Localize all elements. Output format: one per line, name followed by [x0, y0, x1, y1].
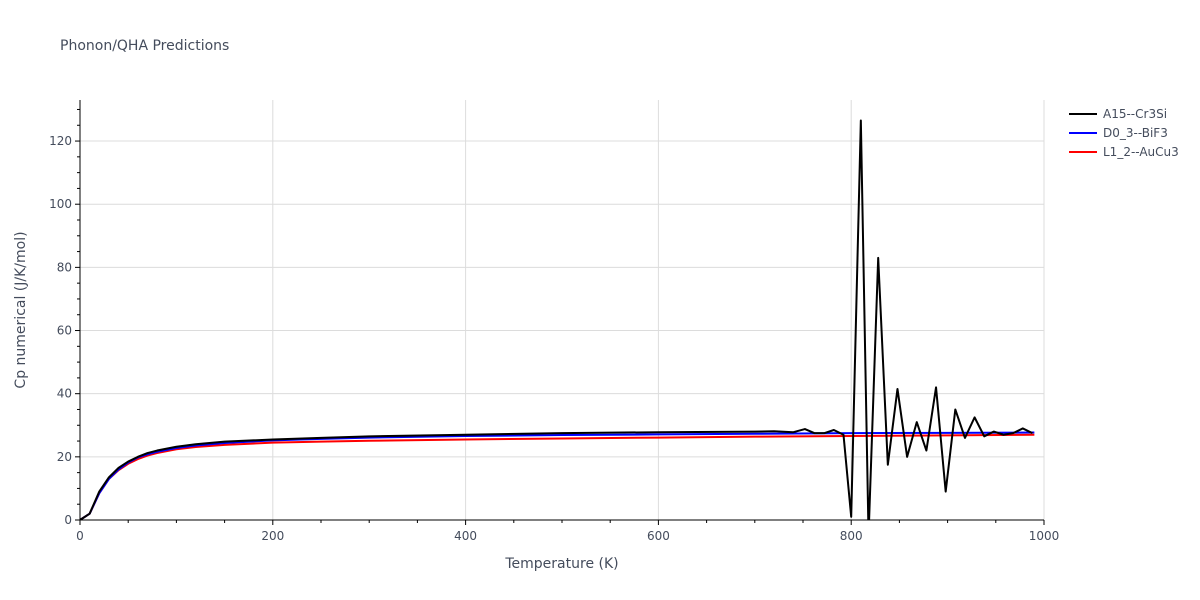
series-line [80, 433, 1035, 520]
y-tick-label: 20 [57, 450, 72, 464]
x-tick-label: 0 [76, 529, 84, 543]
tick-labels: 0 200 400 600 800 1000 0 20 40 60 80 100 120 [49, 134, 1059, 543]
x-axis-title: Temperature (K) [504, 556, 618, 572]
y-tick-label: 100 [49, 197, 72, 211]
axes [75, 100, 1045, 525]
chart-title: Phonon/QHA Predictions [60, 38, 229, 54]
x-tick-label: 800 [840, 529, 863, 543]
series-lines [80, 119, 1035, 520]
legend-label: A15--Cr3Si [1103, 107, 1167, 121]
legend-label: L1_2--AuCu3 [1103, 145, 1179, 159]
y-tick-label: 0 [64, 513, 72, 527]
y-tick-label: 40 [57, 387, 72, 401]
legend-label: D0_3--BiF3 [1103, 126, 1168, 140]
x-tick-label: 600 [647, 529, 670, 543]
series-line [80, 119, 1033, 520]
y-axis-title: Cp numerical (J/K/mol) [13, 231, 29, 388]
y-tick-label: 60 [57, 324, 72, 338]
y-tick-label: 120 [49, 134, 72, 148]
y-tick-label: 80 [57, 260, 72, 274]
x-tick-label: 200 [261, 529, 284, 543]
grid-lines [80, 100, 1045, 520]
legend: A15--Cr3Si D0_3--BiF3 L1_2--AuCu3 [1069, 107, 1179, 159]
series-line [80, 431, 1035, 520]
x-tick-label: 400 [454, 529, 477, 543]
x-tick-label: 1000 [1029, 529, 1060, 543]
